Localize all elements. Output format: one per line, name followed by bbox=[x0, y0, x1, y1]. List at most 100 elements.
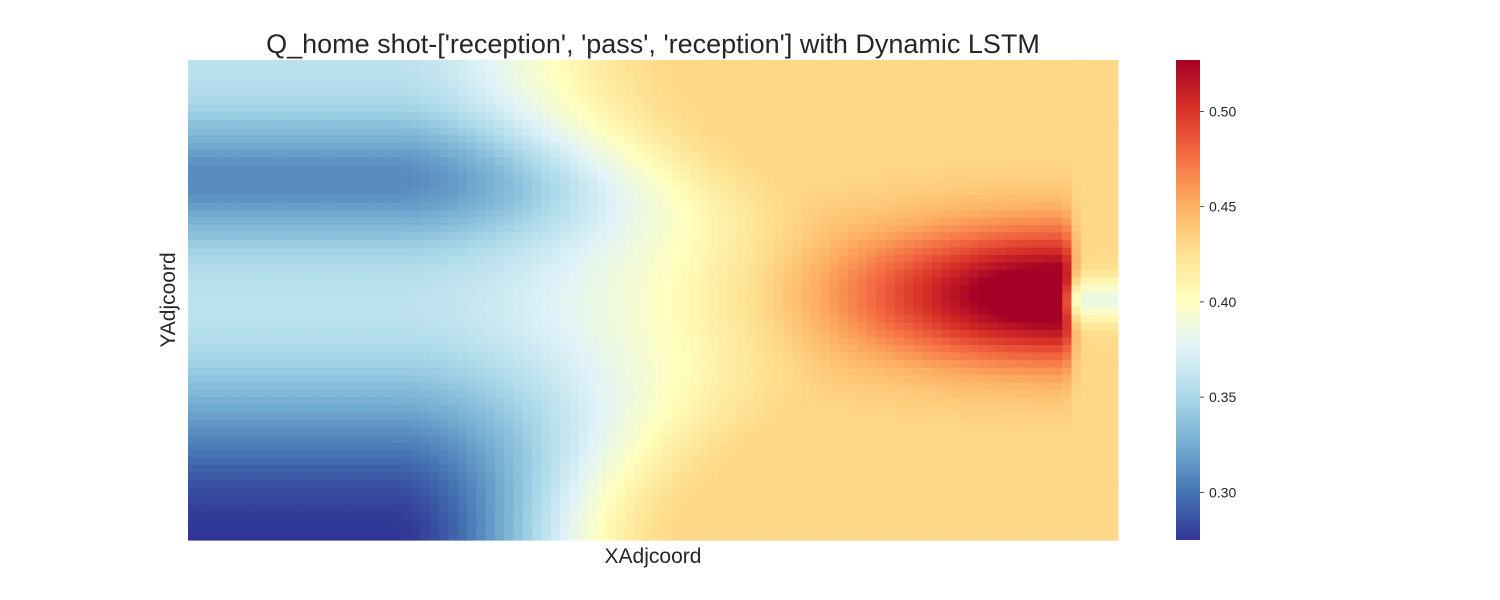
heatmap-cell bbox=[262, 135, 273, 144]
heatmap-cell bbox=[718, 142, 728, 151]
heatmap-cell bbox=[1025, 247, 1035, 256]
heatmap-cell bbox=[513, 292, 524, 301]
heatmap-cell bbox=[448, 187, 459, 196]
heatmap-cell bbox=[206, 345, 217, 354]
heatmap-cell bbox=[215, 420, 226, 429]
heatmap-cell bbox=[494, 142, 505, 151]
heatmap-cell bbox=[634, 277, 645, 286]
heatmap-cell bbox=[922, 187, 933, 196]
heatmap-cell bbox=[820, 412, 831, 421]
heatmap-cell bbox=[857, 210, 868, 219]
heatmap-cell bbox=[513, 262, 524, 271]
heatmap-cell bbox=[699, 105, 710, 114]
heatmap-cell bbox=[364, 315, 375, 324]
heatmap-cell bbox=[476, 382, 487, 391]
heatmap-cell bbox=[718, 232, 728, 241]
heatmap-cell bbox=[522, 330, 533, 339]
heatmap-cell bbox=[364, 187, 375, 196]
heatmap-cell bbox=[1099, 262, 1110, 271]
heatmap-cell bbox=[913, 420, 924, 429]
heatmap-cell bbox=[336, 105, 347, 114]
heatmap-cell bbox=[401, 210, 412, 219]
heatmap-cell bbox=[894, 165, 905, 174]
heatmap-cell bbox=[1062, 97, 1073, 106]
heatmap-cell bbox=[569, 420, 580, 429]
heatmap-cell bbox=[801, 382, 812, 391]
heatmap-cell bbox=[932, 397, 942, 406]
heatmap-cell bbox=[327, 255, 338, 264]
heatmap-cell bbox=[1034, 225, 1045, 234]
heatmap-cell bbox=[1043, 360, 1054, 369]
heatmap-cell bbox=[225, 82, 236, 91]
heatmap-cell bbox=[1108, 292, 1119, 301]
heatmap-cell bbox=[811, 90, 821, 99]
heatmap-cell bbox=[755, 67, 766, 76]
heatmap-cell bbox=[578, 405, 589, 414]
heatmap-cell bbox=[448, 300, 459, 309]
heatmap-cell bbox=[866, 97, 877, 106]
heatmap-cell bbox=[615, 337, 626, 346]
heatmap-cell bbox=[346, 307, 356, 316]
heatmap-cell bbox=[346, 412, 356, 421]
heatmap-cell bbox=[1043, 67, 1054, 76]
heatmap-cell bbox=[950, 277, 961, 286]
heatmap-cell bbox=[522, 210, 533, 219]
heatmap-cell bbox=[513, 412, 524, 421]
heatmap-cell bbox=[494, 172, 505, 181]
heatmap-cell bbox=[1015, 120, 1026, 129]
heatmap-cell bbox=[736, 142, 747, 151]
heatmap-cell bbox=[504, 412, 515, 421]
heatmap-cell bbox=[1034, 187, 1045, 196]
heatmap-cell bbox=[411, 270, 422, 279]
heatmap-cell bbox=[950, 135, 961, 144]
heatmap-cell bbox=[866, 285, 877, 294]
heatmap-cell bbox=[959, 180, 970, 189]
heatmap-cell bbox=[457, 307, 468, 316]
heatmap-cell bbox=[532, 270, 542, 279]
heatmap-cell bbox=[550, 405, 561, 414]
heatmap-cell bbox=[336, 67, 347, 76]
heatmap-cell bbox=[820, 307, 831, 316]
heatmap-cell bbox=[234, 285, 245, 294]
heatmap-cell bbox=[922, 292, 933, 301]
heatmap-cell bbox=[829, 262, 840, 271]
heatmap-cell bbox=[1052, 360, 1063, 369]
heatmap-cell bbox=[243, 300, 254, 309]
heatmap-cell bbox=[346, 360, 356, 369]
heatmap-cell bbox=[1108, 60, 1119, 69]
heatmap-cell bbox=[866, 292, 877, 301]
heatmap-cell bbox=[1025, 255, 1035, 264]
heatmap-cell bbox=[401, 142, 412, 151]
heatmap-cell bbox=[290, 255, 301, 264]
heatmap-cell bbox=[820, 195, 831, 204]
heatmap-cell bbox=[1015, 375, 1026, 384]
heatmap-cell bbox=[448, 60, 459, 69]
heatmap-cell bbox=[411, 382, 422, 391]
heatmap-cell bbox=[811, 240, 821, 249]
heatmap-cell bbox=[374, 405, 384, 414]
heatmap-cell bbox=[978, 345, 989, 354]
heatmap-cell bbox=[1099, 322, 1110, 331]
heatmap-cell bbox=[783, 397, 794, 406]
heatmap-cell bbox=[839, 390, 849, 399]
heatmap-cell bbox=[1025, 262, 1035, 271]
heatmap-cell bbox=[355, 90, 366, 99]
heatmap-cell bbox=[1090, 202, 1100, 211]
heatmap-cell bbox=[643, 382, 654, 391]
heatmap-cell bbox=[299, 210, 310, 219]
heatmap-cell bbox=[1015, 202, 1026, 211]
heatmap-cell bbox=[727, 142, 738, 151]
heatmap-cell bbox=[206, 315, 217, 324]
heatmap-cell bbox=[634, 195, 645, 204]
heatmap-cell bbox=[1015, 112, 1026, 121]
heatmap-cell bbox=[727, 75, 738, 84]
heatmap-cell bbox=[932, 307, 942, 316]
heatmap-cell bbox=[978, 142, 989, 151]
heatmap-cell bbox=[969, 150, 980, 159]
heatmap-cell bbox=[439, 360, 449, 369]
heatmap-cell bbox=[374, 367, 384, 376]
heatmap-cell bbox=[746, 165, 756, 174]
heatmap-cell bbox=[262, 210, 273, 219]
heatmap-cell bbox=[429, 165, 440, 174]
heatmap-cell bbox=[764, 375, 775, 384]
